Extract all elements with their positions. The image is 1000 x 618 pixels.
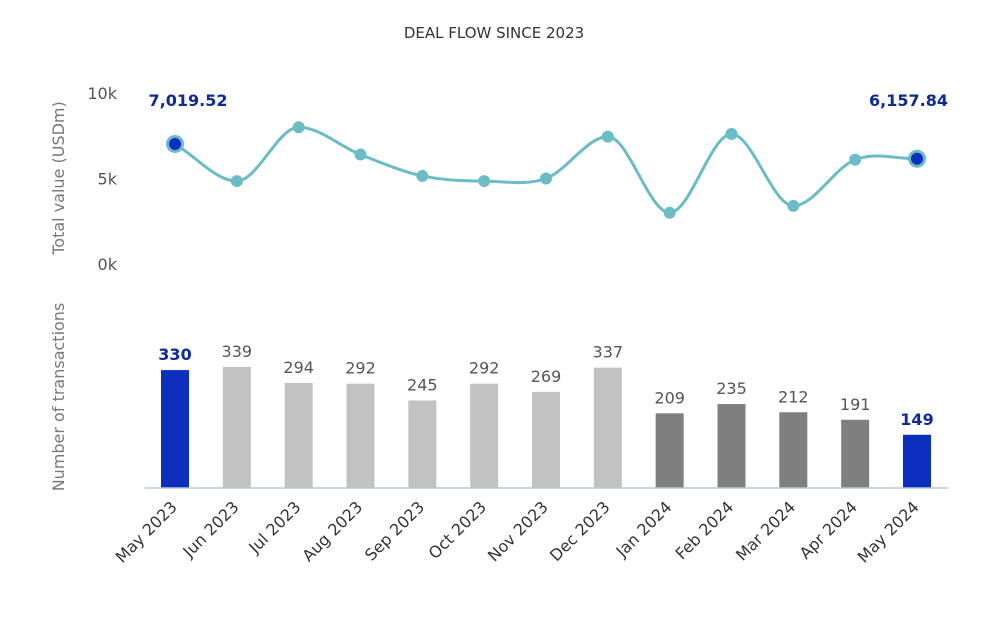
bar-value-labels: 330 339 294 292 245 292 269 337 209 235 212 191 149 <box>158 342 933 429</box>
x-category-label: Dec 2023 <box>546 497 614 565</box>
line-annotation: 6,157.84 <box>869 91 948 110</box>
line-point <box>601 130 614 143</box>
line-point <box>478 175 491 188</box>
series-line <box>174 125 918 215</box>
x-category-label: Jan 2024 <box>612 497 676 561</box>
bar <box>841 419 870 488</box>
line-point <box>416 169 429 182</box>
bar-value-label: 235 <box>716 379 747 398</box>
bar-value-label: 209 <box>654 388 685 407</box>
bar <box>593 367 622 488</box>
bar-value-label: 269 <box>531 367 562 386</box>
line-point-highlight <box>169 137 181 150</box>
bar <box>470 383 499 488</box>
x-category-label: Feb 2024 <box>671 497 737 563</box>
line-point <box>787 199 800 212</box>
line-point <box>354 148 367 161</box>
line-point <box>292 121 305 134</box>
line-point <box>663 206 676 219</box>
bar <box>779 412 808 488</box>
bar <box>222 366 251 488</box>
bar-y-axis-title: Number of transactions <box>49 303 68 492</box>
bar-value-label: 292 <box>345 359 376 378</box>
line-y-tick-label: 10k <box>87 84 117 103</box>
bar <box>346 383 375 488</box>
x-category-label: Jul 2023 <box>244 497 304 557</box>
line-y-axis-ticks: 0k 5k 10k <box>87 84 117 274</box>
x-category-label: Aug 2023 <box>298 497 366 565</box>
line-annotation: 7,019.52 <box>149 91 228 110</box>
bar-value-label: 212 <box>778 387 809 406</box>
x-category-label: Sep 2023 <box>361 497 428 564</box>
bar <box>532 391 560 488</box>
bar-value-label: 245 <box>407 375 438 394</box>
x-category-label: May 2024 <box>854 497 923 566</box>
bar <box>717 404 746 488</box>
line-point <box>540 172 552 185</box>
x-category-label: Mar 2024 <box>732 497 799 564</box>
x-category-label: Jun 2023 <box>178 497 242 561</box>
bar-value-label: 337 <box>593 343 624 362</box>
line-series <box>166 121 926 219</box>
bar <box>284 382 313 488</box>
x-category-label: May 2023 <box>112 497 181 566</box>
x-category-label: Nov 2023 <box>484 497 552 565</box>
line-y-tick-label: 0k <box>98 255 118 274</box>
bar-value-label: 294 <box>283 358 314 377</box>
line-y-axis-title: Total value (USDm) <box>49 101 68 256</box>
bar-value-label: 339 <box>222 342 253 361</box>
chart-title: DEAL FLOW SINCE 2023 <box>404 24 584 42</box>
line-point <box>725 128 738 141</box>
bar-value-label: 292 <box>469 359 500 378</box>
line-point <box>849 153 862 166</box>
x-category-label: Oct 2023 <box>425 497 490 562</box>
line-y-tick-label: 5k <box>98 170 118 189</box>
bar <box>408 400 437 488</box>
line-point <box>230 175 243 188</box>
bar-value-label: 330 <box>158 345 191 364</box>
line-annotations: 7,019.52 6,157.84 <box>149 91 948 110</box>
x-category-label: Apr 2024 <box>796 497 861 562</box>
bar-value-label: 149 <box>900 410 933 429</box>
bar-value-label: 191 <box>840 395 871 414</box>
line-point-highlight <box>911 152 923 165</box>
bar <box>903 434 931 488</box>
bar-series <box>161 366 931 488</box>
bar <box>655 413 684 488</box>
bar <box>161 370 189 488</box>
